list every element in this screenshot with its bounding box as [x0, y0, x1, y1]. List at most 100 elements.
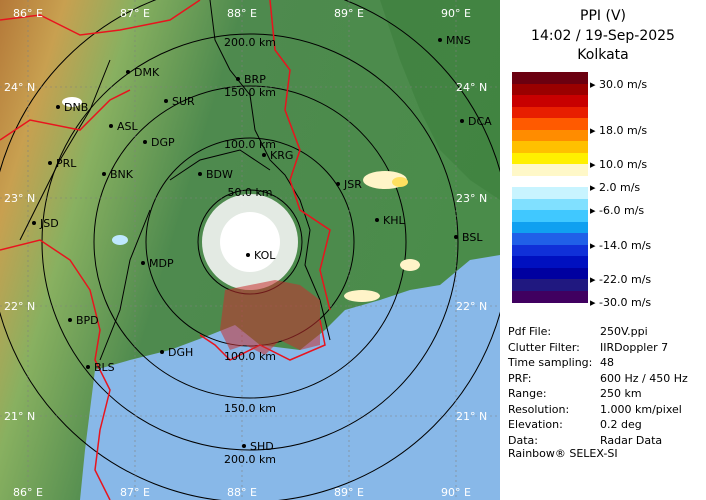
info-key: Clutter Filter:: [508, 340, 580, 354]
scale-swatch: [512, 210, 588, 222]
scale-swatch: [512, 244, 588, 257]
city-label: DCA: [468, 115, 492, 128]
city-marker: [109, 124, 113, 128]
product-title: PPI (V): [580, 8, 626, 24]
city-marker: [164, 99, 168, 103]
info-row: Range: 250 km: [508, 386, 642, 402]
city-label: DGP: [151, 136, 175, 149]
info-key: Elevation:: [508, 418, 563, 431]
station-name: Kolkata: [577, 47, 629, 63]
city-label: BRP: [244, 73, 266, 86]
scale-swatch: [512, 267, 588, 280]
city-label: BPD: [76, 314, 99, 327]
latitude-label: 23° N: [4, 192, 35, 205]
scale-tick-label: ▸ -6.0 m/s: [590, 204, 645, 217]
city-marker: [242, 444, 246, 448]
city-marker: [236, 77, 240, 81]
scale-swatch: [512, 175, 588, 188]
city-label: ASL: [117, 120, 139, 133]
country-boundary: [0, 0, 331, 500]
map-labels: 86° E 86° E 87° E 87° E 88° E 88° E 89° E 89° E…: [4, 7, 492, 499]
city-label: BLS: [94, 361, 115, 374]
city-marker: [86, 365, 90, 369]
latitude-label: 22° N: [4, 300, 35, 313]
scale-swatch: [512, 256, 588, 268]
info-value: 0.2 deg: [600, 418, 642, 431]
city-marker: [246, 253, 250, 257]
legend-panel: PPI (V) 14:02 / 19-Sep-2025 Kolkata ▸ 30…: [500, 0, 706, 500]
info-row: Time sampling: 48: [508, 355, 614, 371]
footer-credit: Rainbow® SELEX-SI: [508, 447, 618, 460]
latitude-label: 22° N: [456, 300, 487, 313]
info-row: PRF: 600 Hz / 450 Hz: [508, 371, 688, 387]
info-value: 250 km: [600, 387, 642, 400]
range-ring-label: 100.0 km: [224, 350, 276, 363]
city-label: BSL: [462, 231, 483, 244]
longitude-label: 89° E: [334, 7, 364, 20]
weather-echoes: [62, 97, 420, 302]
scale-swatch: [512, 141, 588, 153]
scale-swatch: [512, 83, 588, 96]
info-key: Data:: [508, 433, 538, 447]
city-marker: [160, 350, 164, 354]
city-label: SUR: [172, 95, 195, 108]
scale-tick-label: ▸ 2.0 m/s: [590, 181, 641, 194]
city-label: KRG: [270, 149, 293, 162]
range-ring-label: 50.0 km: [227, 186, 272, 199]
longitude-label: 87° E: [120, 7, 150, 20]
info-value: 1.000 km/pixel: [600, 402, 682, 416]
city-label: KOL: [254, 249, 276, 262]
longitude-label: 87° E: [120, 486, 150, 499]
scale-swatch: [512, 198, 588, 211]
info-value: 600 Hz / 450 Hz: [600, 371, 688, 385]
info-key: Time sampling:: [508, 356, 593, 369]
scale-swatch: [512, 72, 588, 84]
color-scale: ▸ 30.0 m/s ▸ 18.0 m/s ▸ 10.0 m/s ▸ 2.0 m/s ▸…: [500, 72, 706, 309]
scale-tick-label: ▸ 30.0 m/s: [590, 77, 648, 91]
city-label: DMK: [134, 66, 160, 79]
city-marker: [454, 235, 458, 239]
state-boundary: [19, 0, 331, 361]
scale-swatch: [512, 152, 588, 165]
city-label: BNK: [110, 168, 134, 181]
radar-map: 86° E 86° E 87° E 87° E 88° E 88° E 89° E 89° E…: [0, 0, 500, 500]
info-value: 250V.ppi: [600, 325, 648, 338]
info-row: Elevation: 0.2 deg: [508, 417, 642, 433]
scale-tick-label: ▸ -30.0 m/s: [590, 296, 652, 309]
scale-swatch: [512, 129, 588, 142]
city-marker: [48, 161, 52, 165]
city-marker: [438, 38, 442, 42]
info-row: Resolution: 1.000 km/pixel: [508, 402, 682, 418]
latitude-label: 23° N: [456, 192, 487, 205]
info-row: Pdf File: 250V.ppi: [508, 324, 648, 340]
range-ring-label: 150.0 km: [224, 86, 276, 99]
scale-swatch: [512, 106, 588, 119]
range-ring-label: 200.0 km: [224, 36, 276, 49]
info-value: IIRDoppler 7: [600, 340, 669, 354]
scale-swatch: [512, 279, 588, 291]
timestamp: 14:02 / 19-Sep-2025: [531, 28, 675, 44]
city-marker: [198, 172, 202, 176]
info-key: Range:: [508, 387, 547, 400]
latitude-label: 24° N: [456, 81, 487, 94]
city-marker: [68, 318, 72, 322]
city-marker: [375, 218, 379, 222]
sea-area: [80, 255, 500, 500]
scale-tick-label: ▸ 10.0 m/s: [590, 158, 648, 171]
city-label: MNS: [446, 34, 471, 47]
city-marker: [336, 182, 340, 186]
info-key: Pdf File:: [508, 325, 552, 338]
city-label: JSR: [343, 178, 362, 191]
longitude-label: 90° E: [441, 7, 471, 20]
city-marker: [126, 70, 130, 74]
city-marker: [143, 140, 147, 144]
scale-swatch: [512, 164, 588, 176]
sundarbans-echo: [220, 280, 320, 355]
city-label: MDP: [149, 257, 174, 270]
info-value: Radar Data: [600, 433, 663, 447]
longitude-label: 86° E: [13, 7, 43, 20]
city-marker: [32, 221, 36, 225]
city-label: SHD: [250, 440, 274, 453]
scale-swatch: [512, 233, 588, 245]
latitude-label: 21° N: [456, 410, 487, 423]
